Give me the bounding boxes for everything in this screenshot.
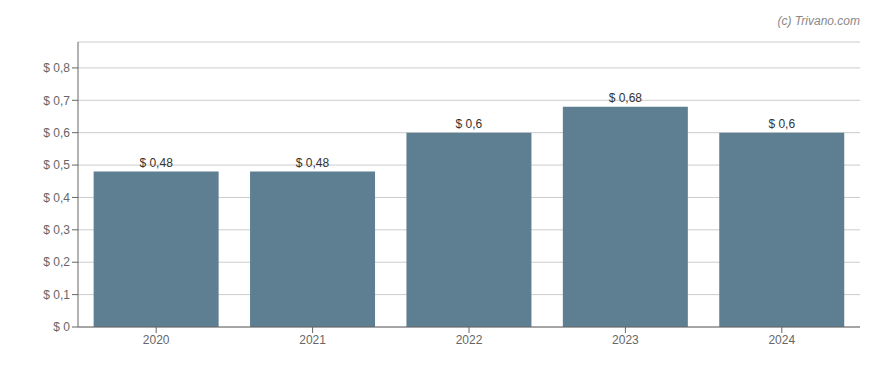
svg-text:2024: 2024	[768, 333, 795, 347]
svg-text:$ 0,3: $ 0,3	[43, 223, 70, 237]
svg-text:$ 0,6: $ 0,6	[43, 126, 70, 140]
svg-text:$ 0,48: $ 0,48	[296, 156, 330, 170]
svg-text:$ 0,8: $ 0,8	[43, 61, 70, 75]
svg-text:2021: 2021	[299, 333, 326, 347]
svg-text:$ 0,7: $ 0,7	[43, 94, 70, 108]
svg-text:$ 0,6: $ 0,6	[456, 117, 483, 131]
svg-text:2023: 2023	[612, 333, 639, 347]
svg-text:$ 0,68: $ 0,68	[609, 91, 643, 105]
svg-text:$ 0,5: $ 0,5	[43, 158, 70, 172]
svg-text:$ 0,48: $ 0,48	[139, 156, 173, 170]
svg-text:$ 0,4: $ 0,4	[43, 191, 70, 205]
svg-text:$ 0: $ 0	[53, 320, 70, 334]
svg-text:2022: 2022	[456, 333, 483, 347]
svg-text:$ 0,1: $ 0,1	[43, 288, 70, 302]
svg-text:$ 0,6: $ 0,6	[768, 117, 795, 131]
svg-text:2020: 2020	[143, 333, 170, 347]
svg-text:$ 0,2: $ 0,2	[43, 255, 70, 269]
html-text:(c) Trivano.com: (c) Trivano.com	[777, 14, 860, 28]
